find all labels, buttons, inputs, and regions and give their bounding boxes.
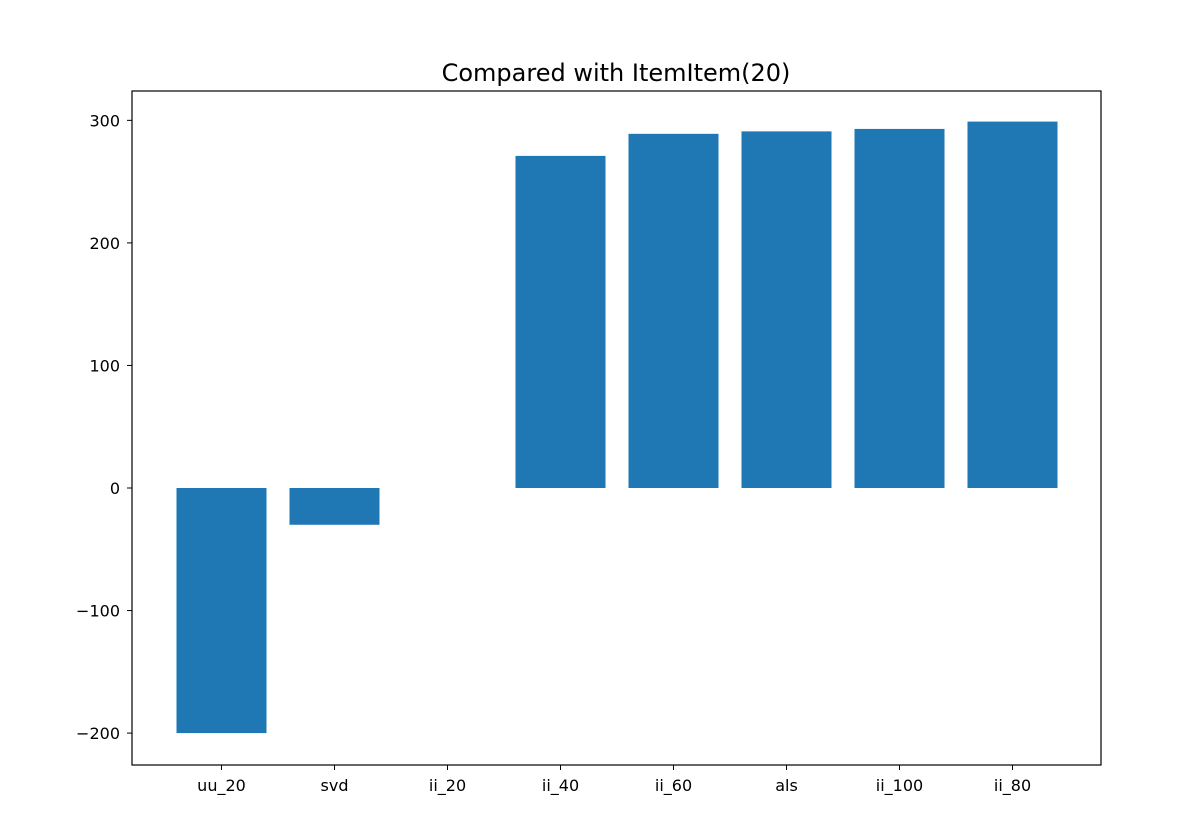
y-axis: 300 200 100 0 −100 −200 xyxy=(76,111,132,743)
y-tick-label: −200 xyxy=(76,724,120,743)
y-tick-label: 100 xyxy=(89,356,120,375)
x-tick-label: ii_60 xyxy=(655,776,692,796)
plot-frame xyxy=(131,90,1102,766)
x-tick-label: ii_100 xyxy=(876,776,923,796)
x-tick-label: svd xyxy=(321,776,349,795)
x-tick-label: ii_20 xyxy=(429,776,466,796)
y-tick-label: 0 xyxy=(110,479,120,498)
bar-ii_40 xyxy=(515,155,606,488)
bar-uu_20 xyxy=(176,488,267,734)
bar-ii_80 xyxy=(967,121,1058,488)
bars-layer xyxy=(176,121,1058,734)
x-tick-label: uu_20 xyxy=(197,776,246,796)
x-axis: uu_20 svd ii_20 ii_40 ii_60 als ii_100 ii_80 xyxy=(197,765,1031,796)
y-tick-label: −100 xyxy=(76,602,120,621)
bar-ii_60 xyxy=(628,133,719,488)
x-tick-label: ii_40 xyxy=(542,776,579,796)
chart-title: Compared with ItemItem(20) xyxy=(442,59,791,87)
bar-svd xyxy=(289,488,380,525)
bar-ii_100 xyxy=(854,128,945,488)
x-tick-label: als xyxy=(775,776,798,795)
x-tick-label: ii_80 xyxy=(994,776,1031,796)
y-tick-label: 300 xyxy=(89,111,120,130)
y-tick-label: 200 xyxy=(89,234,120,253)
bar-als xyxy=(741,131,832,488)
